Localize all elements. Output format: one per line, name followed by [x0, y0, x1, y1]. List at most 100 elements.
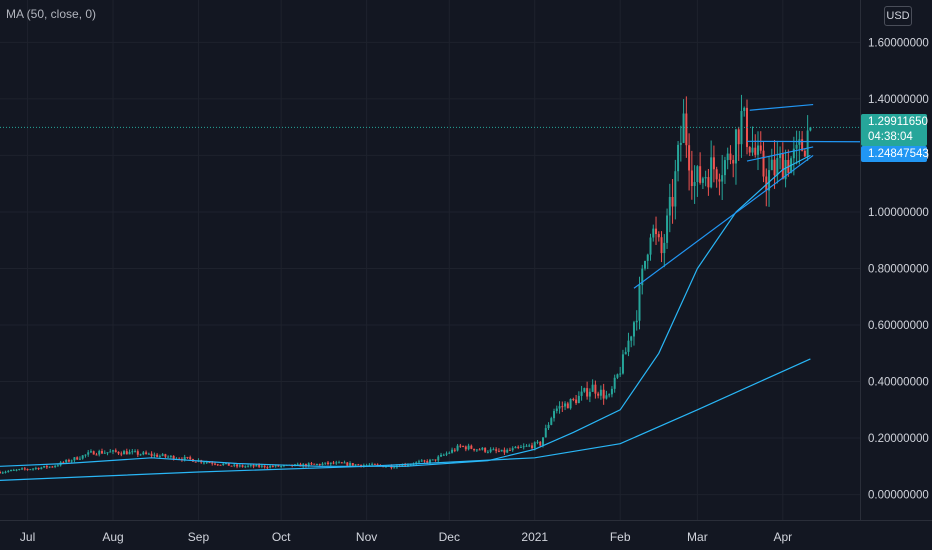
- candle-body: [296, 463, 299, 465]
- candle-body: [346, 462, 349, 466]
- candle-body: [519, 446, 522, 448]
- candle-body: [806, 130, 809, 157]
- candle-body: [167, 456, 170, 458]
- candle-body: [120, 453, 123, 455]
- candle-body: [486, 451, 489, 453]
- candle-body: [723, 160, 726, 176]
- candle-body: [313, 463, 316, 465]
- candle-body: [544, 428, 547, 438]
- candle-body: [679, 142, 682, 145]
- candle-body: [26, 469, 29, 471]
- candle-body: [208, 462, 211, 464]
- candle-body: [500, 449, 503, 452]
- candle-body: [393, 467, 396, 469]
- candle-body: [624, 351, 627, 355]
- candle-body: [660, 237, 663, 254]
- candle-body: [87, 452, 90, 455]
- candle-body: [32, 468, 35, 470]
- candle-body: [95, 454, 98, 456]
- candle-body: [40, 467, 43, 470]
- candle-body: [434, 459, 437, 461]
- candle-body: [514, 446, 517, 449]
- candle-body: [371, 463, 374, 465]
- candle-body: [401, 464, 404, 467]
- candle-body: [219, 464, 222, 466]
- candle-body: [599, 389, 602, 396]
- candle-body: [577, 395, 580, 404]
- candle-body: [156, 454, 159, 457]
- candle-body: [205, 462, 208, 464]
- candle-body: [244, 466, 247, 468]
- candle-body: [150, 453, 153, 456]
- candle-body: [29, 469, 32, 471]
- candle-body: [677, 144, 680, 172]
- candle-body: [117, 451, 120, 454]
- candle-body: [561, 406, 564, 408]
- candle-body: [202, 462, 205, 464]
- candle-body: [37, 467, 40, 470]
- candle-body: [462, 445, 465, 447]
- candle-body: [803, 150, 806, 157]
- candle-body: [216, 464, 219, 466]
- candle-body: [426, 461, 429, 463]
- candle-body: [564, 403, 567, 407]
- candle-body: [632, 322, 635, 337]
- candle-body: [153, 454, 156, 456]
- candle-body: [451, 449, 454, 453]
- candle-body: [655, 228, 658, 235]
- candle-body: [801, 139, 804, 151]
- x-tick-label: Apr: [773, 530, 792, 544]
- currency-badge[interactable]: USD: [884, 6, 912, 26]
- candle-body: [770, 159, 773, 171]
- candle-body: [448, 452, 451, 454]
- candle-body: [67, 459, 70, 462]
- y-tick-label: 0.40000000: [868, 377, 929, 389]
- candle-body: [54, 465, 57, 467]
- indicator-label[interactable]: MA (50, close, 0): [6, 7, 97, 21]
- candle-body: [550, 418, 553, 425]
- grid: [0, 0, 860, 520]
- candle-body: [522, 446, 525, 448]
- candle-body: [238, 465, 241, 467]
- candle-body: [189, 457, 192, 460]
- trendlines: [633, 103, 861, 289]
- candle-body: [161, 454, 164, 456]
- candle-body: [109, 451, 112, 453]
- candle-body: [360, 464, 363, 467]
- candle-body: [194, 461, 197, 463]
- candle-body: [508, 449, 511, 451]
- candle-body: [343, 462, 346, 464]
- candle-body: [696, 166, 699, 183]
- x-tick-label: Dec: [439, 530, 460, 544]
- candle-body: [172, 455, 175, 460]
- candle-body: [73, 457, 76, 461]
- y-tick-label: 0.00000000: [868, 490, 929, 502]
- candle-body: [103, 452, 106, 454]
- candle-body: [475, 449, 478, 451]
- candle-body: [533, 442, 536, 449]
- candle-body: [594, 384, 597, 394]
- candle-body: [89, 451, 92, 453]
- candle-body: [406, 464, 409, 466]
- candle-body: [792, 148, 795, 159]
- y-tick-label: 0.80000000: [868, 263, 929, 275]
- x-tick-label: Aug: [102, 530, 123, 544]
- candle-body: [442, 454, 445, 456]
- candle-body: [572, 399, 575, 401]
- candle-body: [506, 449, 509, 453]
- candle-body: [128, 451, 131, 455]
- candle-body: [183, 456, 186, 460]
- candle-body: [699, 166, 702, 183]
- candle-body: [65, 459, 68, 463]
- candle-body: [456, 445, 459, 451]
- candle-body: [542, 437, 545, 446]
- candle-body: [56, 465, 59, 467]
- candle-body: [569, 399, 572, 409]
- candle-body: [263, 465, 266, 468]
- candle-body: [641, 268, 644, 286]
- candle-body: [638, 285, 641, 321]
- candle-body: [332, 462, 335, 464]
- candle-body: [528, 445, 531, 447]
- moving-averages: [0, 154, 811, 481]
